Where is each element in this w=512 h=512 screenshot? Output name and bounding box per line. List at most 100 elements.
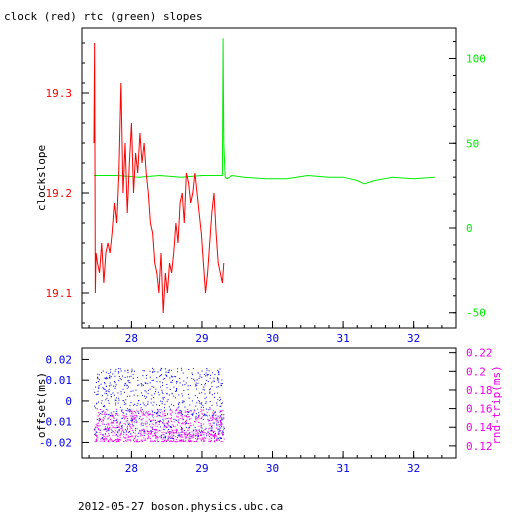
rnd-trip-point — [190, 410, 192, 412]
offset-point — [193, 378, 195, 380]
rnd-trip-point — [99, 417, 101, 419]
offset-point — [187, 385, 189, 387]
rnd-trip-point — [170, 410, 172, 412]
bottom-x-axis: 28 29 30 31 32 — [88, 451, 457, 475]
offset-point — [150, 402, 152, 404]
offset-point — [182, 413, 183, 415]
offset-point — [211, 404, 213, 406]
offset-point — [96, 432, 98, 433]
rnd-trip-point — [140, 435, 142, 437]
rnd-trip-point — [214, 411, 216, 412]
rnd-trip-point — [147, 413, 149, 415]
offset-point — [115, 404, 117, 406]
rnd-trip-point — [196, 430, 198, 432]
rnd-trip-point — [218, 424, 220, 426]
offset-point — [144, 382, 146, 384]
rnd-trip-point — [99, 409, 101, 410]
offset-point — [167, 372, 169, 373]
rnd-trip-point — [220, 422, 222, 424]
top-x-tick-label: 32 — [407, 332, 420, 345]
offset-point — [124, 370, 126, 372]
offset-point — [169, 432, 171, 434]
rnd-trip-point — [181, 429, 183, 431]
offset-point — [202, 388, 204, 390]
offset-point — [98, 420, 100, 422]
offset-point — [137, 379, 139, 381]
offset-point — [212, 422, 214, 424]
offset-point — [187, 434, 188, 436]
offset-point — [161, 391, 163, 393]
rnd-trip-point — [215, 411, 217, 413]
rnd-trip-point — [203, 432, 205, 434]
rnd-trip-point — [193, 435, 195, 437]
rnd-trip-point — [172, 433, 174, 435]
offset-point — [162, 437, 164, 439]
rnd-trip-point — [116, 441, 118, 443]
rnd-trip-point — [212, 412, 214, 414]
rnd-trip-point — [145, 411, 147, 413]
rnd-trip-point — [131, 430, 133, 431]
offset-point — [124, 377, 126, 378]
offset-point — [213, 413, 215, 415]
rnd-trip-point — [147, 414, 149, 416]
offset-point — [154, 435, 156, 436]
offset-point — [102, 387, 104, 389]
offset-point — [96, 408, 98, 410]
offset-point — [167, 437, 169, 439]
rnd-trip-point — [167, 413, 168, 415]
rnd-trip-point — [209, 436, 210, 437]
rnd-trip-point — [116, 413, 118, 415]
rnd-trip-point — [139, 440, 141, 442]
rnd-trip-point — [143, 411, 145, 413]
rnd-trip-points — [94, 408, 225, 443]
offset-point — [182, 401, 184, 403]
rnd-trip-point — [95, 439, 97, 441]
offset-point — [176, 382, 178, 384]
offset-point — [117, 392, 119, 394]
rnd-trip-point — [167, 424, 169, 426]
offset-point — [205, 415, 207, 417]
rnd-trip-point — [218, 417, 220, 419]
offset-point — [176, 390, 177, 392]
rnd-trip-point — [167, 422, 169, 424]
offset-point — [204, 384, 206, 386]
rnd-trip-point — [101, 423, 103, 425]
rnd-trip-point — [200, 433, 202, 435]
rnd-trip-point — [173, 438, 175, 440]
offset-point — [181, 427, 182, 429]
rnd-trip-point — [107, 435, 109, 437]
offset-point — [201, 370, 203, 372]
offset-point — [217, 377, 218, 379]
rnd-trip-point — [170, 414, 172, 416]
rnd-trip-point — [221, 423, 223, 425]
rnd-trip-point — [191, 440, 193, 442]
rnd-trip-point — [122, 414, 124, 416]
rnd-trip-point — [212, 415, 214, 417]
offset-point — [195, 405, 197, 407]
rnd-trip-point — [189, 425, 191, 427]
rnd-trip-point — [195, 433, 197, 435]
offset-point — [124, 401, 126, 403]
rnd-trip-point — [197, 439, 199, 441]
rnd-trip-point — [126, 425, 128, 427]
offset-point — [170, 375, 172, 377]
offset-point — [137, 432, 139, 434]
rnd-trip-point — [124, 417, 126, 419]
rnd-trip-point — [129, 440, 131, 442]
rnd-trip-point — [201, 429, 202, 431]
rnd-trip-point — [97, 428, 99, 430]
rnd-trip-point — [190, 437, 192, 439]
rnd-trip-point — [213, 433, 215, 435]
rnd-trip-point — [126, 410, 128, 412]
offset-point — [205, 414, 207, 416]
top-panel: clockslope 28 29 30 31 32 19.1 19.2 19.3 -50 0 5… — [35, 27, 486, 345]
rnd-trip-point — [210, 431, 212, 433]
rnd-trip-point — [209, 432, 211, 434]
offset-point — [197, 372, 199, 374]
rnd-trip-point — [96, 440, 97, 442]
rnd-trip-point — [201, 440, 202, 442]
bottom-x-tick-label: 30 — [266, 462, 279, 475]
rnd-trip-point — [157, 413, 159, 415]
offset-point — [205, 382, 206, 384]
offset-point — [211, 372, 213, 374]
